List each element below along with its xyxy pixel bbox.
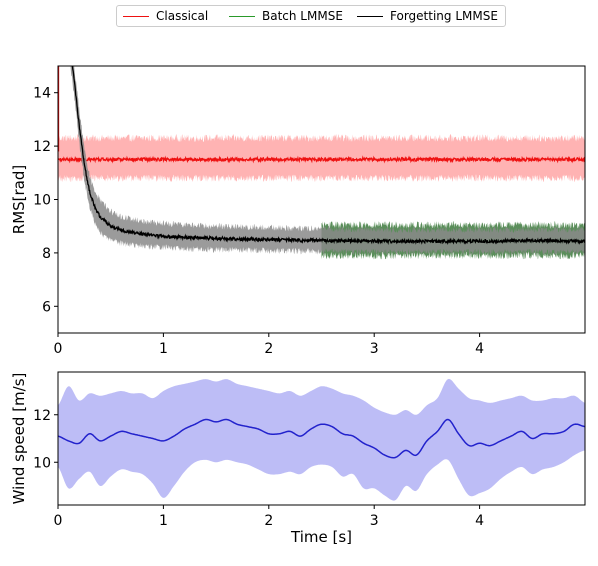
series-band-forgetting-lmmse	[70, 66, 585, 256]
legend-swatch-forgetting-lmmse	[357, 15, 383, 17]
rms-x-tick-label: 2	[264, 341, 273, 357]
rms-x-tick-label: 3	[370, 341, 379, 357]
series-line-classical	[58, 155, 585, 164]
wind-y-axis-label: Wind speed [m/s]	[10, 373, 28, 505]
legend-item-batch-lmmse: Batch LMMSE	[229, 9, 343, 23]
wind-y-tick-label: 10	[33, 455, 51, 471]
rms-y-tick-label: 8	[42, 246, 51, 262]
wind-x-axis-label: Time [s]	[290, 528, 352, 546]
legend-swatch-batch-lmmse	[229, 15, 255, 17]
rms-x-tick-label: 1	[159, 341, 168, 357]
rms-x-tick-label: 0	[54, 341, 63, 357]
wind-plot-area	[58, 378, 585, 501]
rms-plot-area	[58, 66, 585, 260]
series-band-wind-speed	[58, 378, 585, 501]
wind-x-tick-label: 1	[159, 513, 168, 529]
legend-label-classical: Classical	[156, 9, 209, 23]
legend-label-batch-lmmse: Batch LMMSE	[262, 9, 343, 23]
rms-y-tick-label: 6	[42, 299, 51, 315]
rms-y-tick-label: 14	[33, 86, 51, 102]
wind-frame	[57, 371, 586, 506]
wind-x-tick-label: 3	[370, 513, 379, 529]
rms-y-tick-label: 12	[33, 139, 51, 155]
wind-x-tick-label: 2	[264, 513, 273, 529]
legend-swatch-classical	[123, 15, 149, 17]
legend: Classical Batch LMMSE Forgetting LMMSE	[116, 5, 506, 27]
wind-y-tick-label: 12	[33, 408, 51, 424]
rms-frame	[57, 65, 586, 334]
wind-x-tick-label: 0	[54, 513, 63, 529]
series-line-wind-speed	[58, 418, 585, 459]
legend-label-forgetting-lmmse: Forgetting LMMSE	[390, 9, 498, 23]
rms-y-tick-label: 10	[33, 193, 51, 209]
rms-x-tick-label: 4	[475, 341, 484, 357]
wind-x-tick-label: 4	[475, 513, 484, 529]
legend-item-classical: Classical	[123, 9, 208, 23]
legend-item-forgetting-lmmse: Forgetting LMMSE	[357, 9, 498, 23]
rms-y-axis-label: RMS[rad]	[10, 165, 28, 234]
series-line-forgetting-lmmse	[71, 66, 585, 246]
